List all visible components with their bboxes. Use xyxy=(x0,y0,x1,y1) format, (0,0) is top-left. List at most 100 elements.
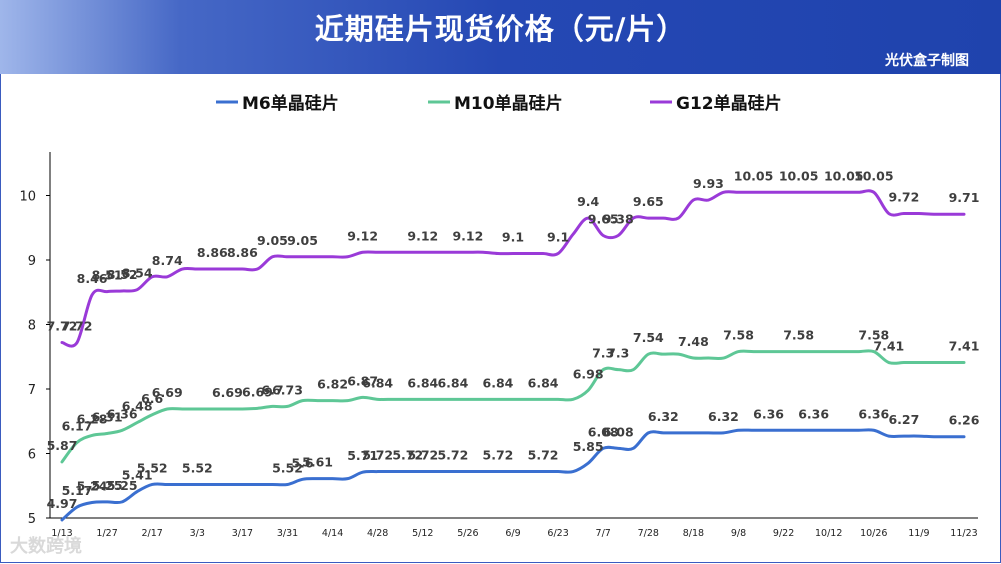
data-label-g12: 9.72 xyxy=(888,190,919,205)
x-tick-label: 1/27 xyxy=(96,528,117,539)
data-label-g12: 7.72 xyxy=(47,319,78,334)
x-tick-label: 3/31 xyxy=(277,528,298,539)
data-label-m6: 5.25 xyxy=(92,478,123,493)
x-tick-label: 4/14 xyxy=(322,528,343,539)
data-label-g12: 8.54 xyxy=(122,266,153,281)
data-label-m10: 6.28 xyxy=(77,411,108,426)
data-label-m6: 5.71 xyxy=(347,448,378,463)
data-label-m10: 6.84 xyxy=(407,375,438,390)
data-label-m6: 5.61 xyxy=(302,455,333,470)
data-label-m6: 5.25 xyxy=(107,478,138,493)
x-tick-label: 8/18 xyxy=(683,528,704,539)
legend-label-g12: G12单晶硅片 xyxy=(676,93,782,114)
legend: M6单晶硅片 M10单晶硅片 G12单晶硅片 xyxy=(216,93,782,114)
x-tick-label: 1/13 xyxy=(51,528,72,539)
data-label-m10: 7.48 xyxy=(678,334,709,349)
data-label-m6: 5.6 xyxy=(291,455,313,470)
data-label-g12: 9.4 xyxy=(577,194,599,209)
data-label-g12: 8.46 xyxy=(77,271,108,286)
data-label-m10: 7.54 xyxy=(633,330,664,345)
y-tick-label: 5 xyxy=(28,512,36,527)
data-label-m10: 6.69 xyxy=(152,385,183,400)
data-label-g12: 8.86 xyxy=(227,245,258,260)
x-tick-label: 11/9 xyxy=(908,528,929,539)
data-label-m10: 6.7 xyxy=(261,382,283,397)
x-tick-label: 10/12 xyxy=(815,528,842,539)
y-tick-label: 6 xyxy=(28,448,36,463)
data-label-m10: 6.48 xyxy=(122,399,153,414)
y-tick-label: 9 xyxy=(28,254,36,269)
data-label-m6: 6.08 xyxy=(588,424,619,439)
data-label-m10: 6.98 xyxy=(573,366,604,381)
data-label-m6: 6.36 xyxy=(858,406,889,421)
data-label-m6: 6.27 xyxy=(888,412,919,427)
data-label-m6: 6.26 xyxy=(949,413,980,428)
x-tick-label: 9/8 xyxy=(731,528,746,539)
data-label-m10: 7.41 xyxy=(873,339,904,354)
data-label-m6: 6.36 xyxy=(798,406,829,421)
data-label-m6: 6.32 xyxy=(708,409,739,424)
x-tick-label: 6/9 xyxy=(505,528,520,539)
data-label-g12: 9.71 xyxy=(949,190,980,205)
axes: 5 6 7 8 9 10 1/13 1/27 2/17 3/3 3/17 3/31 4/14 4/28 5/… xyxy=(19,152,978,539)
series-line-g12 xyxy=(60,189,966,348)
data-label-m10: 6.31 xyxy=(92,410,123,425)
x-tick-label: 6/23 xyxy=(547,528,568,539)
x-tick-label: 9/22 xyxy=(773,528,794,539)
x-tick-label: 5/12 xyxy=(412,528,433,539)
data-label-m6: 5.72 xyxy=(483,448,514,463)
data-label-g12: 8.52 xyxy=(107,267,138,282)
y-tick-label: 10 xyxy=(19,190,36,205)
data-label-m6: 5.72 xyxy=(437,448,468,463)
data-label-g12: 9.93 xyxy=(693,176,724,191)
legend-label-m10: M10单晶硅片 xyxy=(454,93,563,114)
data-label-m6: 6.36 xyxy=(753,406,784,421)
data-label-g12: 9.65 xyxy=(633,194,664,209)
data-label-g12: 9.05 xyxy=(287,233,318,248)
series-lines xyxy=(60,189,966,522)
data-label-g12: 9.65 xyxy=(588,211,619,226)
data-label-g12: 9.12 xyxy=(452,228,483,243)
data-label-m10: 7.58 xyxy=(723,328,754,343)
data-label-m10: 6.69 xyxy=(242,384,273,399)
x-tick-label: 3/3 xyxy=(190,528,205,539)
y-tick-label: 7 xyxy=(28,383,36,398)
data-label-m6: 5.72 xyxy=(392,448,423,463)
x-tick-label: 3/17 xyxy=(232,528,253,539)
data-label-g12: 9.1 xyxy=(502,230,524,245)
title-banner: 近期硅片现货价格（元/片） 光伏盒子制图 xyxy=(0,0,1001,74)
data-label-m10: 6.82 xyxy=(317,377,348,392)
data-label-m10: 6.36 xyxy=(107,406,138,421)
data-label-g12: 7.72 xyxy=(62,319,93,334)
data-label-m10: 6.69 xyxy=(212,385,243,400)
data-label-g12: 8.86 xyxy=(197,245,228,260)
x-tick-label: 2/17 xyxy=(142,528,163,539)
data-label-m6: 6.08 xyxy=(603,424,634,439)
data-labels: 4.975.175.245.255.255.415.52 5.52 5.525.65… xyxy=(47,168,980,511)
data-label-m6: 4.97 xyxy=(47,496,78,511)
data-label-m10: 6.84 xyxy=(362,375,393,390)
data-label-g12: 9.05 xyxy=(257,233,288,248)
data-label-m6: 5.72 xyxy=(407,448,438,463)
data-label-g12: 10.05 xyxy=(824,168,864,183)
data-label-m10: 6.17 xyxy=(62,419,93,434)
legend-label-m6: M6单晶硅片 xyxy=(242,93,339,114)
data-label-g12: 9.12 xyxy=(347,228,378,243)
chart-title: 近期硅片现货价格（元/片） xyxy=(314,12,687,46)
series-line-m6 xyxy=(60,428,966,522)
y-tick-label: 8 xyxy=(28,319,36,334)
x-tick-label: 10/26 xyxy=(860,528,887,539)
data-label-m10: 7.58 xyxy=(858,328,889,343)
data-label-g12: 10.05 xyxy=(734,168,774,183)
data-label-m10: 7.58 xyxy=(783,328,814,343)
data-label-m10: 7.41 xyxy=(949,339,980,354)
data-label-m6: 5.52 xyxy=(137,460,168,475)
x-tick-label: 7/28 xyxy=(638,528,659,539)
x-tick-label: 11/23 xyxy=(950,528,977,539)
series-line-m10 xyxy=(60,349,966,464)
data-label-m10: 6.84 xyxy=(437,375,468,390)
x-tick-label: 5/26 xyxy=(457,528,478,539)
data-label-m10: 7.3 xyxy=(592,346,614,361)
data-label-m6: 5.72 xyxy=(528,448,559,463)
